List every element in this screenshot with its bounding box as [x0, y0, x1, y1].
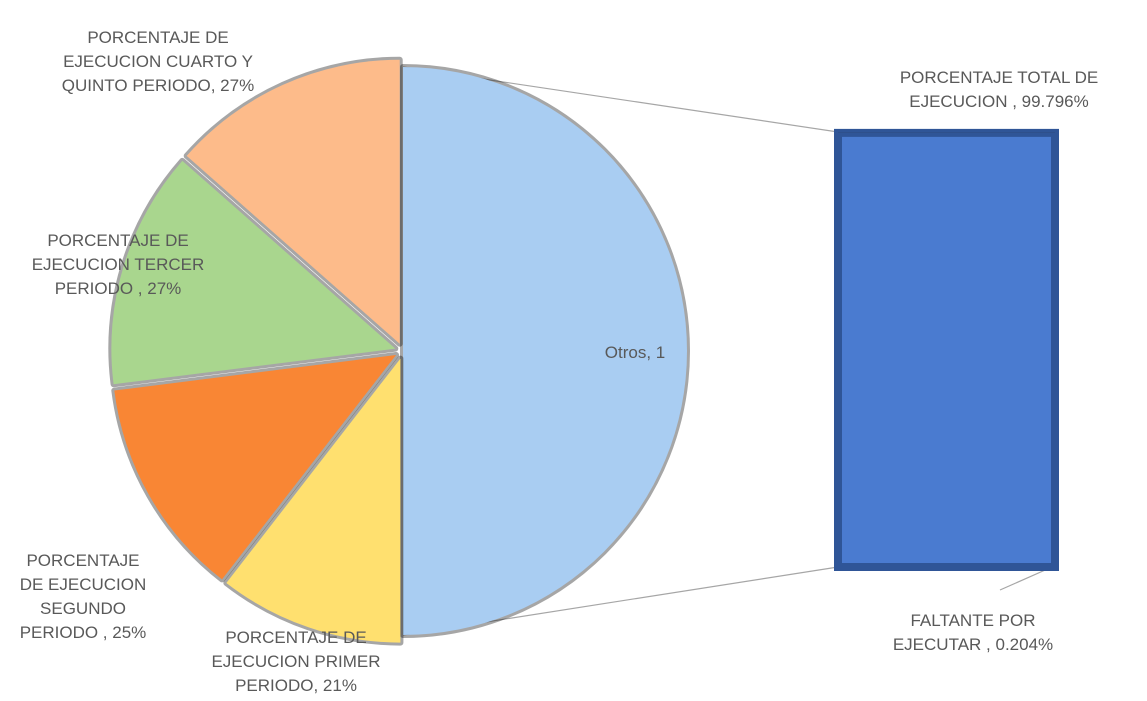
bar-segment: [834, 128, 1059, 572]
pie-slice: [183, 56, 403, 347]
data-label: FALTANTE POR EJECUTAR , 0.204%: [892, 611, 1054, 654]
data-label: Otros, 1: [604, 343, 666, 362]
pie-slice: [223, 355, 404, 646]
data-label: PORCENTAJE DE EJECUCION SEGUNDO PERIODO …: [19, 551, 147, 642]
pie-slice: [111, 351, 400, 583]
data-label: PORCENTAJE TOTAL DE EJECUCION , 99.796%: [899, 68, 1099, 111]
pie-slice: [108, 157, 399, 388]
data-label: PORCENTAJE DE EJECUCION PRIMER PERIODO, …: [211, 628, 381, 695]
bar-segment: [838, 132, 1055, 133]
data-label: PORCENTAJE DE EJECUCION CUARTO Y QUINTO …: [61, 28, 255, 95]
data-label: PORCENTAJE DE EJECUCION TERCER PERIODO ,…: [31, 231, 205, 298]
pie-slice: [400, 64, 690, 638]
